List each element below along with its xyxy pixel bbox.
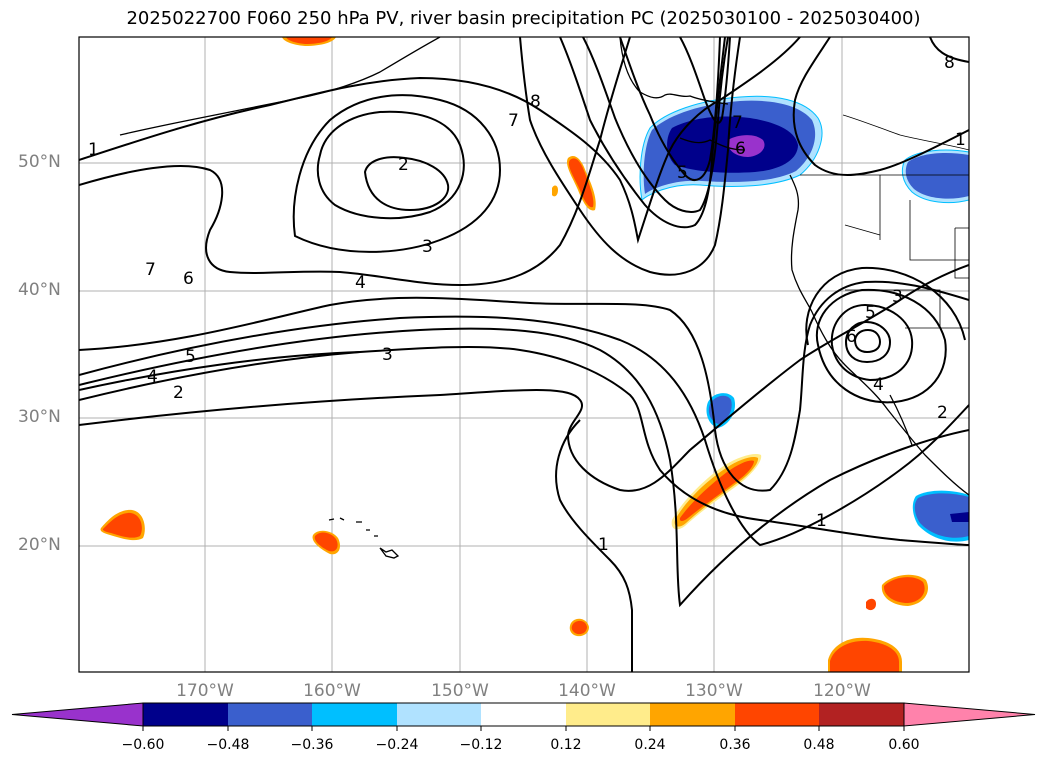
map-frame bbox=[78, 36, 970, 673]
lat-label-20n: 20°N bbox=[18, 535, 61, 555]
colorbar-segment bbox=[481, 703, 566, 726]
contour-label: 2 bbox=[398, 155, 409, 175]
contour-label: 6 bbox=[846, 327, 857, 347]
contour-label: 5 bbox=[185, 347, 196, 367]
lon-label-130w: 130°W bbox=[685, 681, 743, 701]
colorbar-segment bbox=[312, 703, 397, 726]
lon-label-140w: 140°W bbox=[558, 681, 616, 701]
lon-label-150w: 150°W bbox=[431, 681, 489, 701]
map-title: 2025022700 F060 250 hPa PV, river basin … bbox=[126, 8, 921, 29]
contour-label: 8 bbox=[944, 53, 955, 73]
colorbar-tick-label: −0.60 bbox=[121, 737, 165, 753]
contour-label: 5 bbox=[677, 163, 688, 183]
lat-label-50n: 50°N bbox=[18, 152, 61, 172]
contour-label: 7 bbox=[145, 260, 156, 280]
lon-label-170w: 170°W bbox=[176, 681, 234, 701]
contour-label: 1 bbox=[955, 130, 966, 150]
contour-label: 3 bbox=[422, 237, 433, 257]
colorbar-high-extend bbox=[903, 702, 1036, 727]
colorbar-segment bbox=[650, 703, 735, 726]
colorbar-segment bbox=[228, 703, 312, 726]
colorbar bbox=[11, 702, 1036, 731]
contour-label: 7 bbox=[732, 113, 743, 133]
contour-labels: 1 2 3 4 5 6 7 8 7 6 5 4 3 2 1 2 3 4 5 6 … bbox=[88, 53, 966, 555]
lon-label-120w: 120°W bbox=[813, 681, 871, 701]
pv-contours bbox=[79, 37, 969, 672]
contour-label: 2 bbox=[173, 383, 184, 403]
contour-label: 7 bbox=[508, 111, 519, 131]
colorbar-segment bbox=[735, 703, 819, 726]
colorbar-tick-label: −0.24 bbox=[375, 737, 419, 753]
contour-label: 4 bbox=[147, 367, 158, 387]
contour-label: 4 bbox=[355, 273, 366, 293]
colorbar-tick-label: 0.24 bbox=[634, 737, 666, 753]
contour-label: 6 bbox=[735, 139, 746, 159]
colorbar-tick-label: 0.12 bbox=[550, 737, 582, 753]
colorbar-tick-label: −0.12 bbox=[459, 737, 503, 753]
contour-label: 6 bbox=[183, 269, 194, 289]
contour-label: 1 bbox=[88, 140, 99, 160]
colorbar-low-extend bbox=[11, 702, 144, 727]
contour-label: 1 bbox=[598, 535, 609, 555]
colorbar-segment bbox=[143, 703, 228, 726]
contour-label: 2 bbox=[937, 403, 948, 423]
colorbar-tick-label: 0.36 bbox=[719, 737, 751, 753]
lon-label-160w: 160°W bbox=[303, 681, 361, 701]
colorbar-tick-label: −0.48 bbox=[206, 737, 250, 753]
contour-label: 3 bbox=[382, 345, 393, 365]
colorbar-tick-label: 0.60 bbox=[888, 737, 920, 753]
colorbar-tick-label: 0.48 bbox=[803, 737, 835, 753]
lat-label-30n: 30°N bbox=[18, 407, 61, 427]
contour-label: 8 bbox=[530, 92, 541, 112]
colorbar-segment bbox=[819, 703, 904, 726]
colorbar-segment bbox=[397, 703, 481, 726]
lat-label-40n: 40°N bbox=[18, 280, 61, 300]
contour-label: 5 bbox=[865, 303, 876, 323]
contour-label: 3 bbox=[892, 287, 903, 307]
contour-label: 4 bbox=[873, 375, 884, 395]
colorbar-segment bbox=[566, 703, 650, 726]
borders bbox=[800, 114, 969, 329]
colorbar-tick-label: −0.36 bbox=[290, 737, 334, 753]
contour-label: 1 bbox=[816, 511, 827, 531]
